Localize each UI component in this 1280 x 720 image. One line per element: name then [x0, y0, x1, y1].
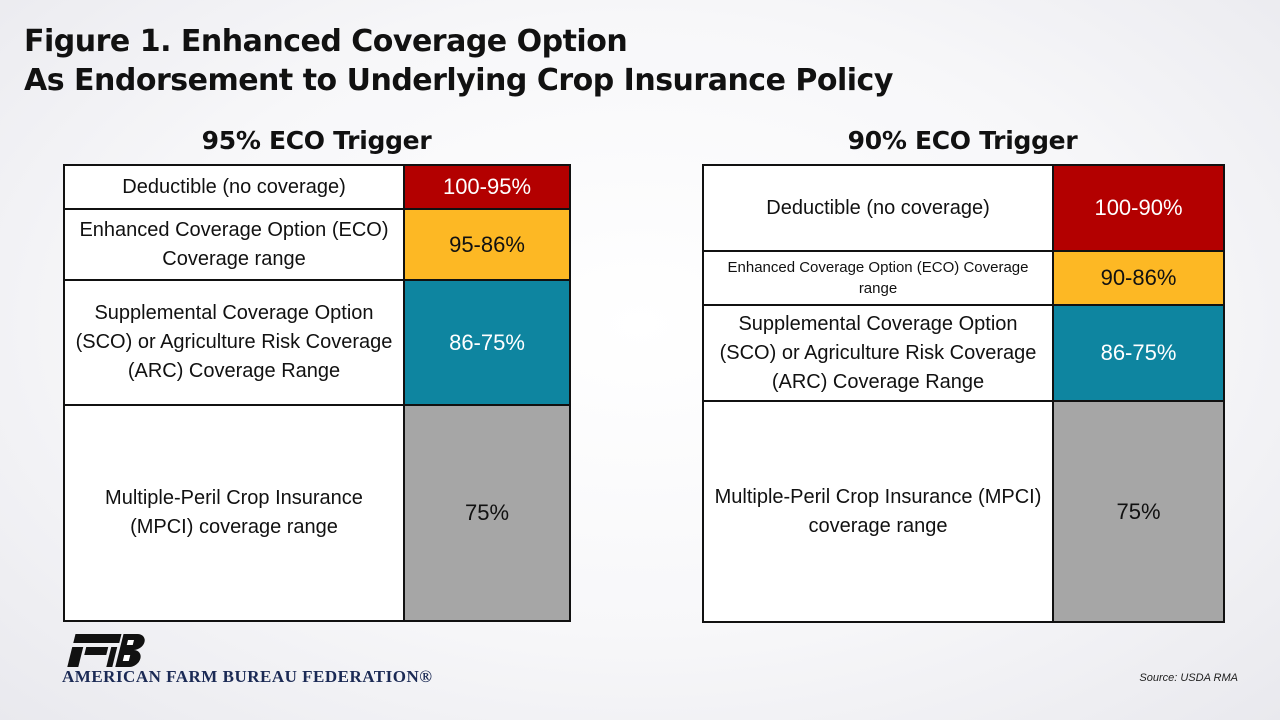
table-row: Deductible (no coverage) 100-95%	[65, 166, 569, 208]
coverage-table-90: Deductible (no coverage) 100-90% Enhance…	[702, 164, 1225, 623]
row-label: Supplemental Coverage Option (SCO) or Ag…	[65, 281, 405, 404]
row-value: 100-90%	[1054, 166, 1223, 250]
table-row: Enhanced Coverage Option (ECO) Coverage …	[704, 250, 1223, 304]
table-row: Supplemental Coverage Option (SCO) or Ag…	[65, 279, 569, 404]
organization-name: AMERICAN FARM BUREAU FEDERATION®	[62, 667, 433, 686]
title-line-1: Figure 1. Enhanced Coverage Option	[24, 24, 628, 59]
title-line-2: As Endorsement to Underlying Crop Insura…	[24, 63, 893, 98]
row-label: Enhanced Coverage Option (ECO) Coverage …	[65, 210, 405, 279]
row-label: Supplemental Coverage Option (SCO) or Ag…	[704, 306, 1054, 400]
row-value: 95-86%	[405, 210, 569, 279]
row-value: 75%	[405, 406, 569, 620]
row-value: 100-95%	[405, 166, 569, 208]
fb-logo-icon	[62, 632, 154, 673]
table-row: Multiple-Peril Crop Insurance (MPCI) cov…	[704, 400, 1223, 621]
row-value: 86-75%	[1054, 306, 1223, 400]
figure-title: Figure 1. Enhanced Coverage Option As En…	[24, 22, 893, 100]
row-label: Deductible (no coverage)	[704, 166, 1054, 250]
table-row: Supplemental Coverage Option (SCO) or Ag…	[704, 304, 1223, 400]
row-value: 90-86%	[1054, 252, 1223, 304]
row-label: Multiple-Peril Crop Insurance (MPCI) cov…	[704, 402, 1054, 621]
table-row: Multiple-Peril Crop Insurance (MPCI) cov…	[65, 404, 569, 620]
row-label: Multiple-Peril Crop Insurance (MPCI) cov…	[65, 406, 405, 620]
row-label: Enhanced Coverage Option (ECO) Coverage …	[704, 252, 1054, 304]
panel-heading-90: 90% ECO Trigger	[847, 126, 1078, 155]
row-value: 86-75%	[405, 281, 569, 404]
row-label: Deductible (no coverage)	[65, 166, 405, 208]
panel-heading-95: 95% ECO Trigger	[201, 126, 432, 155]
table-row: Deductible (no coverage) 100-90%	[704, 166, 1223, 250]
row-value: 75%	[1054, 402, 1223, 621]
coverage-table-95: Deductible (no coverage) 100-95% Enhance…	[63, 164, 571, 622]
source-note: Source: USDA RMA	[1139, 672, 1238, 684]
table-row: Enhanced Coverage Option (ECO) Coverage …	[65, 208, 569, 279]
